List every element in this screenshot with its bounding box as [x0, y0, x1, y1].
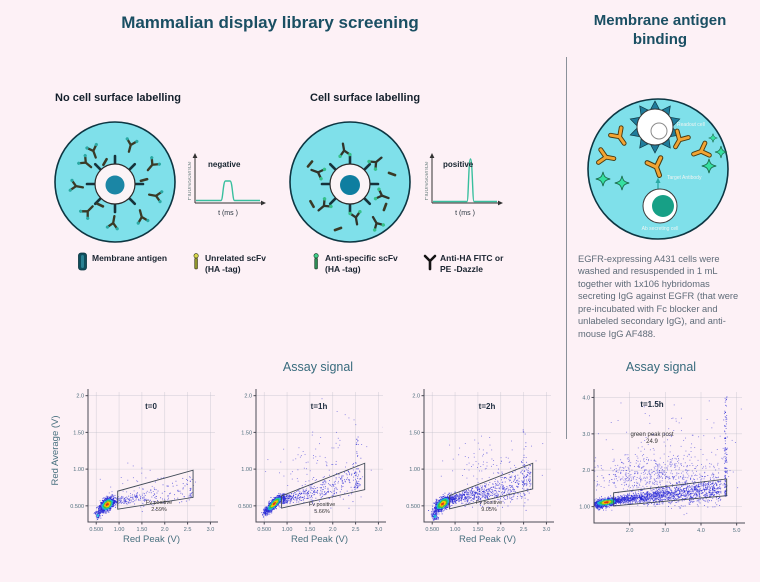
plot-title-t0: t=0	[145, 402, 157, 411]
gate-percentage: 5.66%	[314, 508, 330, 515]
gate-value: 24.9	[646, 439, 658, 446]
gate-label-t15h: green peak post 24.9	[630, 432, 673, 446]
xaxis-label-t2h: Red Peak (V)	[458, 534, 517, 545]
gate-name: Fv positive	[308, 502, 336, 508]
gate-name: Fv positive	[145, 500, 173, 506]
gate-label-t2h: Fv positive 9.05%	[476, 500, 502, 513]
gate-percentage: 9.05%	[481, 506, 497, 513]
gate-label-t1h: Fv positive 5.66%	[309, 502, 335, 515]
xaxis-label-t1h: Red Peak (V)	[290, 534, 349, 545]
plot-title-t15h: t=1.5h	[640, 400, 664, 409]
gate-percentage: 2.59%	[151, 506, 167, 513]
plot-title-t1h: t=1h	[310, 402, 328, 411]
gate-name: Fv positive	[475, 500, 503, 506]
plot-title-t2h: t=2h	[478, 402, 496, 411]
xaxis-label-t0: Red Peak (V)	[122, 534, 181, 545]
yaxis-label-red-average: Red Average (V)	[50, 415, 61, 486]
gate-name: green peak post	[630, 432, 674, 438]
gate-label-t0: Fv positive 2.59%	[146, 500, 172, 513]
